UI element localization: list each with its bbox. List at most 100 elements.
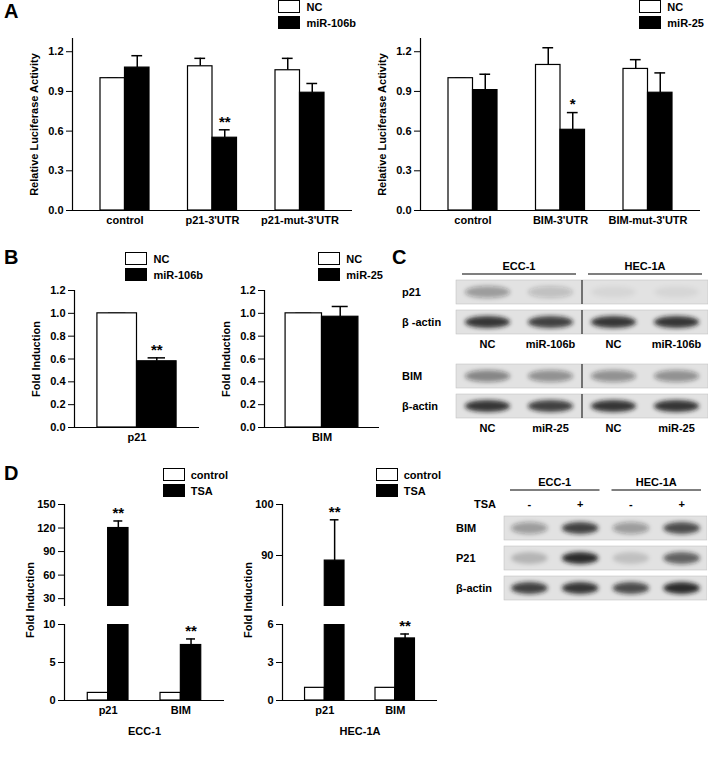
svg-text:1.0: 1.0 xyxy=(50,307,65,319)
svg-text:30: 30 xyxy=(43,592,55,604)
svg-text:HEC-1A: HEC-1A xyxy=(636,476,677,488)
svg-text:p21: p21 xyxy=(128,431,147,443)
svg-text:**: ** xyxy=(151,341,163,358)
svg-text:0.4: 0.4 xyxy=(240,375,256,387)
svg-text:Relative Luciferase Activity: Relative Luciferase Activity xyxy=(376,52,388,196)
svg-text:β -actin: β -actin xyxy=(402,316,441,328)
svg-text:+: + xyxy=(678,498,684,510)
svg-text:150: 150 xyxy=(37,498,55,510)
svg-text:120: 120 xyxy=(37,522,55,534)
html-text:NC: NC xyxy=(153,252,170,265)
svg-text:BIM: BIM xyxy=(385,704,405,716)
svg-text:NC: NC xyxy=(480,422,496,434)
html-text:TSA: TSA xyxy=(190,484,213,497)
svg-text:0.9: 0.9 xyxy=(48,85,63,97)
svg-text:BIM: BIM xyxy=(312,431,332,443)
svg-text:0.0: 0.0 xyxy=(240,421,255,433)
svg-text:HEC-1A: HEC-1A xyxy=(340,725,381,737)
svg-text:P21: P21 xyxy=(456,552,476,564)
svg-text:control: control xyxy=(454,214,491,226)
svg-text:1.2: 1.2 xyxy=(240,284,255,296)
svg-text:p21-mut-3'UTR: p21-mut-3'UTR xyxy=(261,214,339,226)
svg-text:BIM-3'UTR: BIM-3'UTR xyxy=(533,214,588,226)
svg-text:6: 6 xyxy=(267,618,273,630)
svg-text:0.8: 0.8 xyxy=(240,330,255,342)
svg-text:ECC-1: ECC-1 xyxy=(502,260,535,272)
svg-text:**: ** xyxy=(219,113,231,130)
svg-text:Fold Induction: Fold Induction xyxy=(220,321,232,397)
svg-text:1.2: 1.2 xyxy=(48,45,63,57)
svg-text:0.0: 0.0 xyxy=(48,204,63,216)
svg-text:5: 5 xyxy=(49,656,55,668)
svg-text:1.2: 1.2 xyxy=(396,45,411,57)
html-text:control: control xyxy=(190,468,228,481)
svg-text:-: - xyxy=(629,498,633,510)
svg-text:control: control xyxy=(106,214,143,226)
svg-text:p21: p21 xyxy=(315,704,334,716)
svg-text:p21: p21 xyxy=(99,704,118,716)
svg-text:Fold Induction: Fold Induction xyxy=(30,321,42,397)
svg-text:100: 100 xyxy=(255,498,273,510)
html-text:miR-25: miR-25 xyxy=(667,16,704,29)
svg-text:HEC-1A: HEC-1A xyxy=(625,260,666,272)
svg-text:β-actin: β-actin xyxy=(456,582,492,594)
svg-text:0: 0 xyxy=(49,694,55,706)
html-text:NC: NC xyxy=(346,252,363,265)
svg-text:-: - xyxy=(528,498,532,510)
svg-text:+: + xyxy=(577,498,583,510)
svg-text:0.3: 0.3 xyxy=(396,164,411,176)
svg-text:0.6: 0.6 xyxy=(48,125,63,137)
svg-text:miR-25: miR-25 xyxy=(532,422,569,434)
svg-text:BIM: BIM xyxy=(171,704,191,716)
svg-text:0.0: 0.0 xyxy=(50,421,65,433)
svg-text:NC: NC xyxy=(606,422,622,434)
svg-text:BIM-mut-3'UTR: BIM-mut-3'UTR xyxy=(609,214,688,226)
html-text:miR-25: miR-25 xyxy=(346,268,383,281)
svg-text:**: ** xyxy=(185,622,197,639)
svg-text:**: ** xyxy=(399,617,411,634)
svg-text:90: 90 xyxy=(261,549,273,561)
svg-text:NC: NC xyxy=(480,338,496,350)
html-text:miR-106b: miR-106b xyxy=(306,16,356,29)
svg-text:10: 10 xyxy=(43,618,55,630)
svg-text:NC: NC xyxy=(606,338,622,350)
svg-text:ECC-1: ECC-1 xyxy=(128,725,161,737)
svg-text:miR-106b: miR-106b xyxy=(526,338,576,350)
html-text:NC: NC xyxy=(667,0,684,13)
svg-text:1.2: 1.2 xyxy=(50,284,65,296)
svg-text:Relative Luciferase Activity: Relative Luciferase Activity xyxy=(28,52,40,196)
html-text:miR-106b: miR-106b xyxy=(153,268,203,281)
svg-text:ECC-1: ECC-1 xyxy=(538,476,571,488)
svg-text:**: ** xyxy=(112,504,124,521)
html-text:D: D xyxy=(4,462,19,484)
svg-text:TSA: TSA xyxy=(474,498,496,510)
svg-text:0.2: 0.2 xyxy=(50,398,65,410)
svg-text:miR-106b: miR-106b xyxy=(652,338,702,350)
svg-text:0.9: 0.9 xyxy=(396,85,411,97)
svg-text:0.3: 0.3 xyxy=(48,164,63,176)
html-text:B: B xyxy=(4,246,19,268)
svg-text:BIM: BIM xyxy=(402,370,422,382)
svg-text:3: 3 xyxy=(267,656,273,668)
svg-text:p21: p21 xyxy=(402,286,421,298)
svg-text:β-actin: β-actin xyxy=(402,400,438,412)
svg-text:0.0: 0.0 xyxy=(396,204,411,216)
svg-text:**: ** xyxy=(329,503,341,520)
svg-text:0.4: 0.4 xyxy=(50,375,66,387)
svg-text:0.6: 0.6 xyxy=(240,353,255,365)
svg-text:90: 90 xyxy=(43,545,55,557)
svg-text:0.6: 0.6 xyxy=(50,353,65,365)
svg-text:0.2: 0.2 xyxy=(240,398,255,410)
svg-text:*: * xyxy=(570,95,576,112)
svg-text:0.6: 0.6 xyxy=(396,125,411,137)
html-text:A: A xyxy=(4,0,19,22)
svg-text:p21-3'UTR: p21-3'UTR xyxy=(186,214,240,226)
html-text:NC: NC xyxy=(306,0,323,13)
svg-text:0: 0 xyxy=(267,694,273,706)
svg-text:miR-25: miR-25 xyxy=(658,422,695,434)
svg-text:0.8: 0.8 xyxy=(50,330,65,342)
svg-text:1.0: 1.0 xyxy=(240,307,255,319)
html-text:C: C xyxy=(392,246,407,268)
svg-text:BIM: BIM xyxy=(456,522,476,534)
svg-text:60: 60 xyxy=(43,569,55,581)
